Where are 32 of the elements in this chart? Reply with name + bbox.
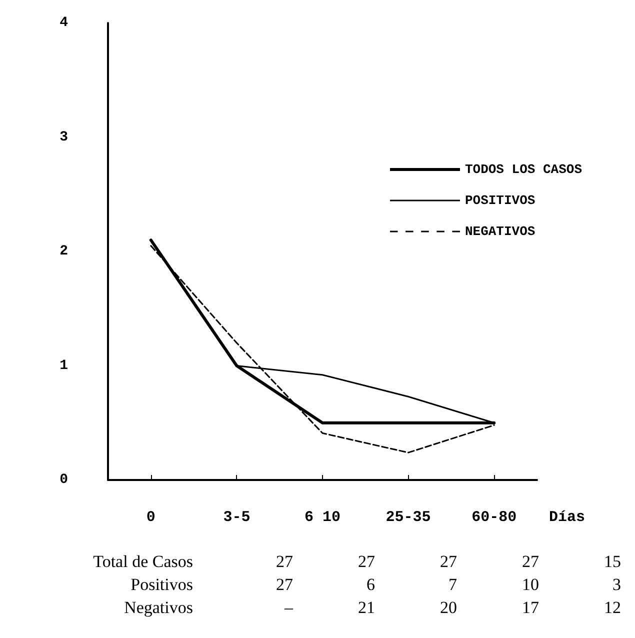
text: Total de Casos	[93, 552, 193, 571]
x-axis-title: Días	[549, 509, 586, 526]
x-tick-label: 6 10	[304, 509, 341, 526]
text: 7	[448, 575, 458, 594]
legend-label: POSITIVOS	[464, 193, 536, 208]
x-tick-label: 3-5	[223, 509, 250, 526]
legend-label: NEGATIVOS	[464, 224, 536, 239]
text: 27	[522, 552, 540, 571]
text: 27	[276, 552, 294, 571]
y-tick-label: 3	[60, 129, 68, 146]
x-tick-label: 0	[146, 509, 156, 526]
text: 10	[522, 575, 539, 594]
y-tick-label: 2	[60, 244, 68, 260]
text: 12	[604, 598, 621, 617]
text: 27	[358, 552, 376, 571]
text: 20	[440, 598, 457, 617]
text: 3	[612, 575, 621, 594]
y-tick-label: 4	[60, 15, 68, 31]
text: 27	[440, 552, 458, 571]
legend-label: TODOS LOS CASOS	[464, 162, 582, 177]
text: 21	[358, 598, 375, 617]
y-tick-label: 1	[60, 358, 68, 374]
x-tick-label: 25-35	[386, 509, 431, 526]
y-tick-label: 0	[60, 472, 68, 488]
text: Positivos	[130, 575, 193, 594]
text: Negativos	[124, 598, 193, 617]
text: 27	[276, 575, 294, 594]
text: 6	[366, 575, 375, 594]
text: 17	[522, 598, 540, 617]
text: –	[284, 598, 294, 617]
text: 15	[604, 552, 621, 571]
x-tick-label: 60-80	[472, 509, 517, 526]
